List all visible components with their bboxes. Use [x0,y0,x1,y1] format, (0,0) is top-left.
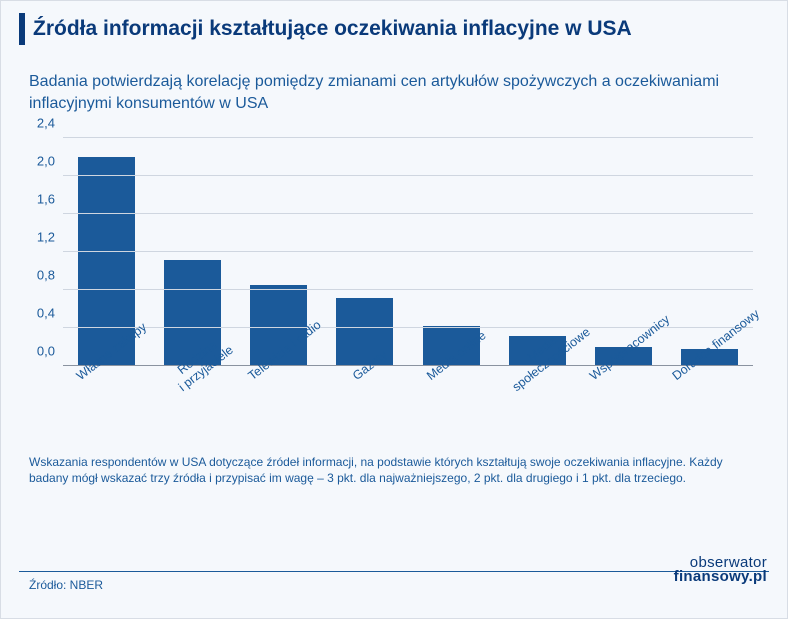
source-label: Źródło: NBER [19,578,103,592]
x-label-slot: Gazety [322,366,408,444]
chart-title: Źródła informacji kształtujące oczekiwan… [19,13,769,45]
x-axis-labels: Własne zakupyRodzina i przyjacieleTelewi… [63,366,753,444]
title-accent-bar [19,13,25,45]
bar-slot [322,138,408,366]
chart-footnote: Wskazania respondentów w USA dotyczące ź… [29,454,759,486]
bar-slot [149,138,235,366]
x-label-slot: Media społecznościowe [494,366,580,444]
grid-line [63,137,753,138]
grid-line [63,213,753,214]
y-tick-label: 1,2 [37,230,55,245]
logo-line-2: finansowy.pl [674,570,767,584]
y-tick-label: 0,8 [37,268,55,283]
publisher-logo: obserwator finansowy.pl [674,556,769,585]
grid-line [63,175,753,176]
x-label-slot: Współpracownicy [581,366,667,444]
y-tick-label: 0,0 [37,344,55,359]
y-tick-label: 2,4 [37,116,55,131]
grid-line [63,251,753,252]
y-tick-label: 2,0 [37,154,55,169]
bar-chart: 0,00,40,81,21,62,02,4 Własne zakupyRodzi… [29,134,759,444]
y-axis-labels: 0,00,40,81,21,62,02,4 [29,138,59,366]
x-label-slot: Media online [408,366,494,444]
y-tick-label: 1,6 [37,192,55,207]
x-label-slot: Rodzina i przyjaciele [149,366,235,444]
x-label-slot: Własne zakupy [63,366,149,444]
chart-subtitle: Badania potwierdzają korelację pomiędzy … [29,71,759,114]
title-block: Źródła informacji kształtujące oczekiwan… [19,13,769,45]
footer-row: Źródło: NBER obserwator finansowy.pl [19,571,769,607]
x-label-slot: Doradca finansowy [667,366,753,444]
x-label-slot: Telewizja i radio [236,366,322,444]
y-tick-label: 0,4 [37,306,55,321]
grid-line [63,289,753,290]
